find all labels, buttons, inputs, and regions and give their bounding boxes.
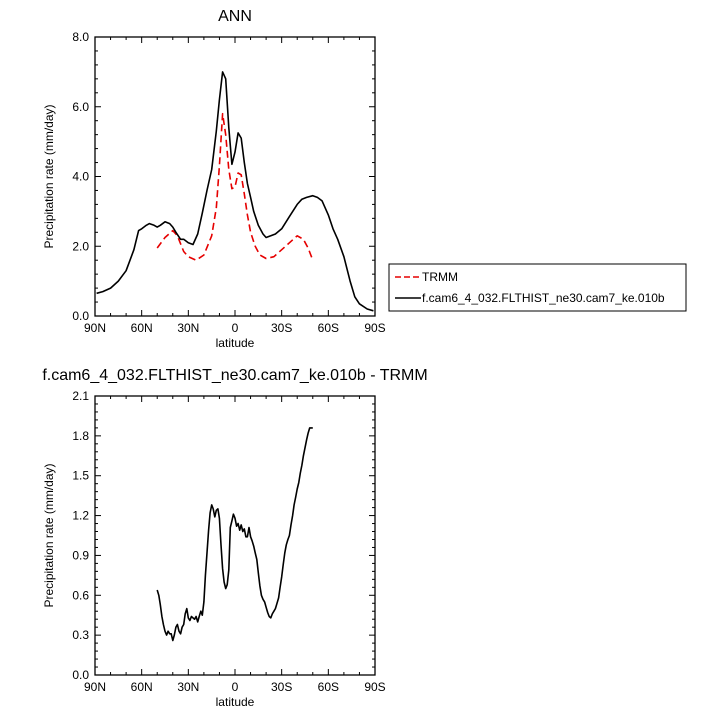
x-axis-label: latitude bbox=[216, 695, 255, 709]
y-tick-label: 2.0 bbox=[72, 239, 89, 253]
y-axis-label: Precipitation rate (mm/day) bbox=[42, 104, 56, 248]
x-tick-label: 30N bbox=[177, 321, 199, 335]
y-axis-label: Precipitation rate (mm/day) bbox=[42, 463, 56, 607]
series-line-difference bbox=[156, 427, 313, 642]
x-tick-label: 60N bbox=[131, 321, 153, 335]
legend: TRMM f.cam6_4_032.FLTHIST_ne30.cam7_ke.01… bbox=[388, 263, 687, 312]
y-tick-label: 1.2 bbox=[72, 509, 89, 523]
x-tick-label: 30S bbox=[271, 321, 292, 335]
plot-frame bbox=[94, 395, 376, 676]
y-tick-label: 0.6 bbox=[72, 588, 89, 602]
y-tick-label: 1.8 bbox=[72, 429, 89, 443]
y-tick-label: 4.0 bbox=[72, 170, 89, 184]
y-tick-label: 1.5 bbox=[72, 469, 89, 483]
x-tick-label: 30S bbox=[271, 680, 292, 694]
top-panel: ANN 90N 60N 30N 0 30S 60S 90S 0.0 2.0 4.0 6.0 8.0 lat… bbox=[42, 8, 386, 350]
series-line-trmm bbox=[156, 112, 314, 262]
y-tick-label: 0.9 bbox=[72, 548, 89, 562]
x-tick-label: 60S bbox=[318, 680, 339, 694]
chart-title: f.cam6_4_032.FLTHIST_ne30.cam7_ke.010b -… bbox=[42, 367, 427, 384]
y-tick-label: 8.0 bbox=[72, 30, 89, 44]
bottom-panel: f.cam6_4_032.FLTHIST_ne30.cam7_ke.010b -… bbox=[42, 367, 428, 709]
legend-label: f.cam6_4_032.FLTHIST_ne30.cam7_ke.010b bbox=[422, 291, 665, 305]
y-tick-label: 0.3 bbox=[72, 628, 89, 642]
x-tick-label: 90S bbox=[364, 680, 385, 694]
y-tick-label: 6.0 bbox=[72, 100, 89, 114]
y-tick-label: 0.0 bbox=[72, 309, 89, 323]
x-tick-label: 60S bbox=[318, 321, 339, 335]
y-tick-label: 0.0 bbox=[72, 668, 89, 682]
x-tick-label: 0 bbox=[232, 680, 239, 694]
x-tick-label: 60N bbox=[131, 680, 153, 694]
x-tick-label: 90S bbox=[364, 321, 385, 335]
legend-label: TRMM bbox=[422, 270, 458, 284]
series-line-f-cam6-4-032-flthist-ne30-cam7-ke-010b bbox=[96, 71, 374, 312]
x-axis-label: latitude bbox=[216, 336, 255, 350]
plot-frame bbox=[94, 36, 376, 317]
chart-title: ANN bbox=[218, 8, 252, 25]
x-tick-label: 0 bbox=[232, 321, 239, 335]
x-tick-label: 90N bbox=[84, 321, 106, 335]
x-tick-label: 30N bbox=[177, 680, 199, 694]
legend-box bbox=[388, 263, 687, 312]
y-tick-label: 2.1 bbox=[72, 389, 89, 403]
x-tick-label: 90N bbox=[84, 680, 106, 694]
